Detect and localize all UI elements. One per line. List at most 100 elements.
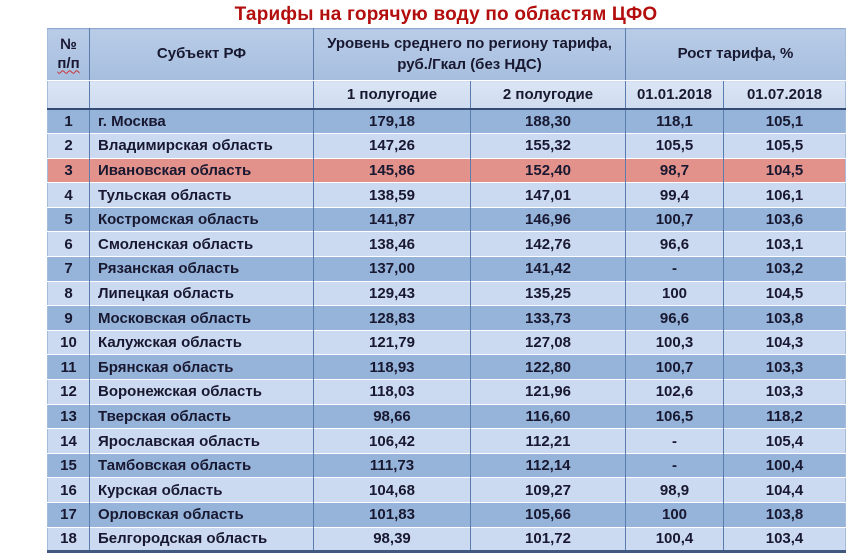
cell-growth-jan: 98,9 xyxy=(625,477,724,503)
cell-growth-jan: 100 xyxy=(625,502,724,528)
cell-region-name: Курская область xyxy=(89,477,314,503)
cell-row-number: 3 xyxy=(47,157,90,183)
cell-region-name: Липецкая область xyxy=(89,280,314,306)
cell-tariff-half1: 118,93 xyxy=(313,354,471,380)
cell-region-name: Рязанская область xyxy=(89,256,314,282)
table-body: 1 г. Москва 179,18 188,30 118,1 105,1 2 … xyxy=(47,109,846,552)
cell-tariff-half2: 127,08 xyxy=(470,329,626,355)
table-row: 15 Тамбовская область 111,73 112,14 - 10… xyxy=(47,452,846,478)
cell-region-name: Калужская область xyxy=(89,329,314,355)
tariff-table: № п/п Субъект РФ Уровень среднего по рег… xyxy=(47,28,847,553)
cell-tariff-half2: 147,01 xyxy=(470,182,626,208)
table-row: 17 Орловская область 101,83 105,66 100 1… xyxy=(47,502,846,528)
header-row: № п/п Субъект РФ Уровень среднего по рег… xyxy=(47,28,846,81)
cell-region-name: Костромская область xyxy=(89,206,314,232)
cell-row-number: 6 xyxy=(47,231,90,257)
subheader-half2: 2 полугодие xyxy=(470,80,626,110)
cell-growth-jan: 99,4 xyxy=(625,182,724,208)
subheader-row: 1 полугодие 2 полугодие 01.01.2018 01.07… xyxy=(47,80,846,110)
cell-growth-jul: 104,5 xyxy=(722,280,846,306)
cell-region-name: Смоленская область xyxy=(89,231,314,257)
cell-tariff-half1: 145,86 xyxy=(313,157,471,183)
table-row: 11 Брянская область 118,93 122,80 100,7 … xyxy=(47,354,846,380)
cell-growth-jan: 100 xyxy=(625,280,724,306)
cell-tariff-half1: 98,39 xyxy=(313,526,471,552)
cell-region-name: Владимирская область xyxy=(89,133,314,159)
cell-growth-jan: 98,7 xyxy=(625,157,724,183)
cell-region-name: Ярославская область xyxy=(89,428,314,454)
cell-growth-jul: 105,4 xyxy=(722,428,846,454)
cell-tariff-half1: 138,59 xyxy=(313,182,471,208)
cell-tariff-half1: 141,87 xyxy=(313,206,471,232)
subheader-date2: 01.07.2018 xyxy=(722,80,846,110)
table-row: 8 Липецкая область 129,43 135,25 100 104… xyxy=(47,280,846,306)
cell-growth-jan: 100,4 xyxy=(625,526,724,552)
cell-growth-jan: 102,6 xyxy=(625,379,724,405)
cell-growth-jan: 106,5 xyxy=(625,403,724,429)
cell-region-name: Московская область xyxy=(89,305,314,331)
header-tariff-group: Уровень среднего по региону тарифа, руб.… xyxy=(313,28,626,81)
cell-tariff-half2: 152,40 xyxy=(470,157,626,183)
cell-growth-jan: - xyxy=(625,452,724,478)
cell-tariff-half1: 128,83 xyxy=(313,305,471,331)
cell-tariff-half2: 155,32 xyxy=(470,133,626,159)
table-row: 9 Московская область 128,83 133,73 96,6 … xyxy=(47,305,846,331)
cell-region-name: Тамбовская область xyxy=(89,452,314,478)
table-row: 14 Ярославская область 106,42 112,21 - 1… xyxy=(47,428,846,454)
cell-region-name: Тульская область xyxy=(89,182,314,208)
cell-growth-jul: 106,1 xyxy=(722,182,846,208)
table-row: 1 г. Москва 179,18 188,30 118,1 105,1 xyxy=(47,109,846,134)
cell-tariff-half2: 142,76 xyxy=(470,231,626,257)
cell-tariff-half1: 138,46 xyxy=(313,231,471,257)
cell-growth-jul: 103,2 xyxy=(722,256,846,282)
cell-region-name: Белгородская область xyxy=(89,526,314,552)
cell-tariff-half2: 109,27 xyxy=(470,477,626,503)
table-row: 3 Ивановская область 145,86 152,40 98,7 … xyxy=(47,157,846,183)
cell-tariff-half2: 135,25 xyxy=(470,280,626,306)
header-growth-group: Рост тарифа, % xyxy=(624,28,846,81)
cell-row-number: 10 xyxy=(47,329,90,355)
cell-tariff-half1: 111,73 xyxy=(313,452,471,478)
table-row: 13 Тверская область 98,66 116,60 106,5 1… xyxy=(47,403,846,429)
header-num-line2: п/п xyxy=(57,54,80,72)
cell-growth-jul: 103,8 xyxy=(722,305,846,331)
cell-tariff-half2: 133,73 xyxy=(470,305,626,331)
cell-region-name: Орловская область xyxy=(89,502,314,528)
page-title: Тарифы на горячую воду по областям ЦФО xyxy=(234,4,658,25)
cell-tariff-half2: 122,80 xyxy=(470,354,626,380)
header-num: № п/п xyxy=(47,28,90,81)
cell-row-number: 7 xyxy=(47,256,90,282)
cell-growth-jul: 103,3 xyxy=(722,379,846,405)
cell-tariff-half2: 121,96 xyxy=(470,379,626,405)
cell-tariff-half1: 98,66 xyxy=(313,403,471,429)
cell-growth-jul: 105,5 xyxy=(722,133,846,159)
cell-tariff-half1: 101,83 xyxy=(313,502,471,528)
header-num-line1: № xyxy=(60,35,77,53)
subheader-subject-empty xyxy=(89,80,314,110)
cell-growth-jan: 100,7 xyxy=(625,206,724,232)
cell-tariff-half2: 141,42 xyxy=(470,256,626,282)
subheader-date1: 01.01.2018 xyxy=(625,80,724,110)
cell-growth-jul: 103,6 xyxy=(722,206,846,232)
table-row: 4 Тульская область 138,59 147,01 99,4 10… xyxy=(47,182,846,208)
cell-region-name: г. Москва xyxy=(89,109,314,134)
cell-tariff-half2: 105,66 xyxy=(470,502,626,528)
table-row: 16 Курская область 104,68 109,27 98,9 10… xyxy=(47,477,846,503)
cell-growth-jan: 105,5 xyxy=(625,133,724,159)
cell-growth-jul: 104,3 xyxy=(722,329,846,355)
table-row: 5 Костромская область 141,87 146,96 100,… xyxy=(47,206,846,232)
cell-growth-jul: 103,3 xyxy=(722,354,846,380)
cell-tariff-half1: 137,00 xyxy=(313,256,471,282)
cell-row-number: 2 xyxy=(47,133,90,159)
table-row: 12 Воронежская область 118,03 121,96 102… xyxy=(47,379,846,405)
cell-row-number: 13 xyxy=(47,403,90,429)
cell-growth-jan: - xyxy=(625,428,724,454)
cell-growth-jan: 118,1 xyxy=(625,109,724,134)
cell-growth-jul: 103,1 xyxy=(722,231,846,257)
table-row: 7 Рязанская область 137,00 141,42 - 103,… xyxy=(47,256,846,282)
table-row: 10 Калужская область 121,79 127,08 100,3… xyxy=(47,329,846,355)
cell-region-name: Ивановская область xyxy=(89,157,314,183)
cell-growth-jan: 100,7 xyxy=(625,354,724,380)
cell-row-number: 1 xyxy=(47,109,90,134)
